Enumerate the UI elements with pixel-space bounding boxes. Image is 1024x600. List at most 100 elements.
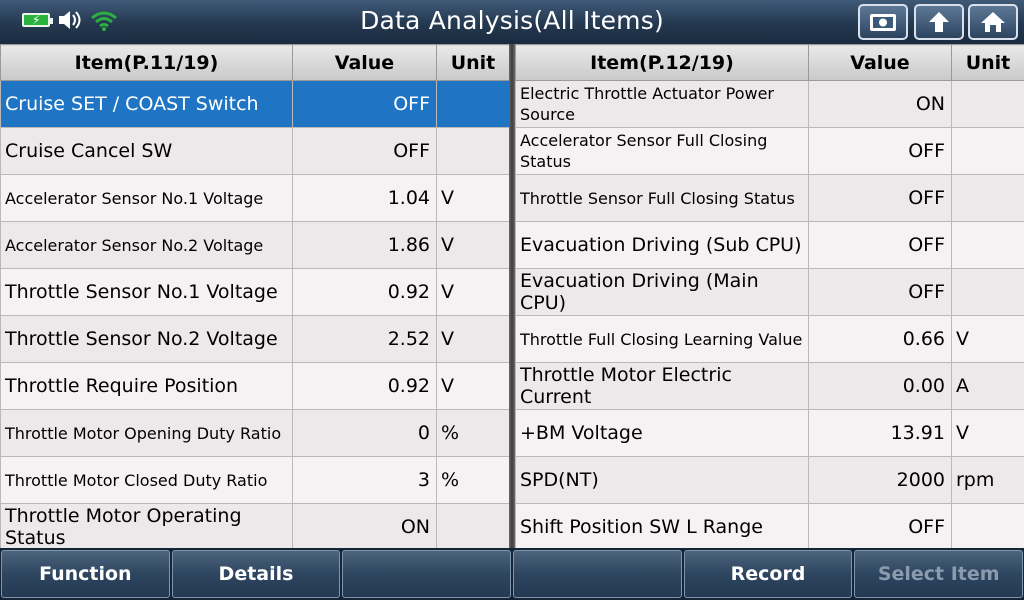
item-cell: +BM Voltage (515, 409, 809, 457)
item-cell: Throttle Motor Opening Duty Ratio (0, 409, 293, 457)
value-cell: 0.66 (808, 315, 952, 363)
value-cell: 0.00 (808, 362, 952, 410)
function-button[interactable]: Function (1, 550, 170, 598)
table-row[interactable]: Throttle Sensor No.2 Voltage 2.52 V (0, 315, 510, 363)
screenshot-button[interactable] (858, 4, 908, 40)
empty-button-1[interactable] (342, 550, 512, 598)
record-button[interactable]: Record (683, 550, 853, 598)
home-button[interactable] (968, 4, 1018, 40)
item-column-header: Item(P.11/19) (0, 44, 293, 81)
left-data-panel: Item(P.11/19) Value Unit Cruise SET / CO… (0, 44, 510, 551)
item-cell: Throttle Motor Closed Duty Ratio (0, 456, 293, 504)
unit-cell: V (436, 268, 510, 316)
item-cell: Cruise SET / COAST Switch (0, 80, 293, 128)
unit-cell (951, 221, 1024, 269)
unit-cell: % (436, 409, 510, 457)
item-cell: Accelerator Sensor No.2 Voltage (0, 221, 293, 269)
unit-cell: rpm (951, 456, 1024, 504)
item-cell: Throttle Sensor No.2 Voltage (0, 315, 293, 363)
battery-charging-icon: ⚡ (22, 13, 53, 27)
item-cell: Throttle Motor Electric Current (515, 362, 809, 410)
table-row[interactable]: Throttle Motor Operating Status ON (0, 503, 510, 551)
table-row[interactable]: Throttle Full Closing Learning Value 0.6… (515, 315, 1024, 363)
unit-cell (436, 503, 510, 551)
right-data-table: Item(P.12/19) Value Unit Electric Thrott… (515, 44, 1024, 551)
item-column-header: Item(P.12/19) (515, 44, 809, 81)
back-button[interactable] (914, 4, 964, 40)
unit-cell: % (436, 456, 510, 504)
unit-cell (436, 80, 510, 128)
panel-divider (509, 44, 515, 548)
value-cell: OFF (808, 268, 952, 316)
unit-cell: V (436, 362, 510, 410)
value-cell: 0.92 (292, 362, 437, 410)
speaker-icon (59, 11, 81, 29)
page-title: Data Analysis(All Items) (360, 6, 664, 35)
unit-cell: V (951, 315, 1024, 363)
bottom-toolbar: Function Details Record Select Item (0, 548, 1024, 600)
unit-cell: V (951, 409, 1024, 457)
unit-cell (951, 268, 1024, 316)
table-row[interactable]: Shift Position SW L Range OFF (515, 503, 1024, 551)
item-cell: Evacuation Driving (Main CPU) (515, 268, 809, 316)
table-row[interactable]: Cruise Cancel SW OFF (0, 127, 510, 175)
value-cell: OFF (292, 80, 437, 128)
value-cell: OFF (808, 174, 952, 222)
table-row[interactable]: Evacuation Driving (Main CPU) OFF (515, 268, 1024, 316)
table-row[interactable]: Accelerator Sensor Full Closing Status O… (515, 127, 1024, 175)
value-cell: 3 (292, 456, 437, 504)
value-cell: 2.52 (292, 315, 437, 363)
unit-cell: A (951, 362, 1024, 410)
item-cell: Cruise Cancel SW (0, 127, 293, 175)
item-cell: Accelerator Sensor Full Closing Status (515, 127, 809, 175)
unit-cell (951, 503, 1024, 551)
top-bar: ⚡ Data Analysis(All Items) (0, 0, 1024, 44)
right-data-panel: Item(P.12/19) Value Unit Electric Thrott… (515, 44, 1024, 551)
table-row[interactable]: SPD(NT) 2000 rpm (515, 456, 1024, 504)
unit-cell (951, 174, 1024, 222)
value-column-header: Value (292, 44, 437, 81)
item-cell: Throttle Full Closing Learning Value (515, 315, 809, 363)
item-cell: Accelerator Sensor No.1 Voltage (0, 174, 293, 222)
table-row[interactable]: +BM Voltage 13.91 V (515, 409, 1024, 457)
unit-column-header: Unit (951, 44, 1024, 81)
details-button[interactable]: Details (171, 550, 341, 598)
table-row[interactable]: Throttle Motor Opening Duty Ratio 0 % (0, 409, 510, 457)
unit-cell (436, 127, 510, 175)
table-row[interactable]: Accelerator Sensor No.2 Voltage 1.86 V (0, 221, 510, 269)
value-cell: OFF (808, 127, 952, 175)
value-column-header: Value (808, 44, 952, 81)
table-row[interactable]: Throttle Motor Closed Duty Ratio 3 % (0, 456, 510, 504)
select-item-button[interactable]: Select Item (854, 550, 1024, 598)
item-cell: Electric Throttle Actuator Power Source (515, 80, 809, 128)
value-cell: ON (808, 80, 952, 128)
item-cell: Throttle Require Position (0, 362, 293, 410)
table-row[interactable]: Electric Throttle Actuator Power Source … (515, 80, 1024, 128)
value-cell: OFF (808, 503, 952, 551)
value-cell: 0.92 (292, 268, 437, 316)
table-row[interactable]: Throttle Require Position 0.92 V (0, 362, 510, 410)
table-row[interactable]: Throttle Motor Electric Current 0.00 A (515, 362, 1024, 410)
left-data-table: Item(P.11/19) Value Unit Cruise SET / CO… (0, 44, 510, 551)
item-cell: Throttle Sensor Full Closing Status (515, 174, 809, 222)
value-cell: OFF (292, 127, 437, 175)
item-cell: Evacuation Driving (Sub CPU) (515, 221, 809, 269)
unit-cell: V (436, 315, 510, 363)
table-row[interactable]: Throttle Sensor Full Closing Status OFF (515, 174, 1024, 222)
table-row[interactable]: Throttle Sensor No.1 Voltage 0.92 V (0, 268, 510, 316)
wifi-icon (91, 11, 117, 31)
value-cell: 2000 (808, 456, 952, 504)
value-cell: 13.91 (808, 409, 952, 457)
unit-column-header: Unit (436, 44, 510, 81)
table-row[interactable]: Evacuation Driving (Sub CPU) OFF (515, 221, 1024, 269)
back-icon (929, 12, 949, 32)
status-area: ⚡ (22, 8, 118, 32)
value-cell: 1.86 (292, 221, 437, 269)
empty-button-2[interactable] (513, 550, 682, 598)
item-cell: Throttle Motor Operating Status (0, 503, 293, 551)
item-cell: Shift Position SW L Range (515, 503, 809, 551)
unit-cell (951, 80, 1024, 128)
unit-cell (951, 127, 1024, 175)
table-row[interactable]: Accelerator Sensor No.1 Voltage 1.04 V (0, 174, 510, 222)
table-row[interactable]: Cruise SET / COAST Switch OFF (0, 80, 510, 128)
